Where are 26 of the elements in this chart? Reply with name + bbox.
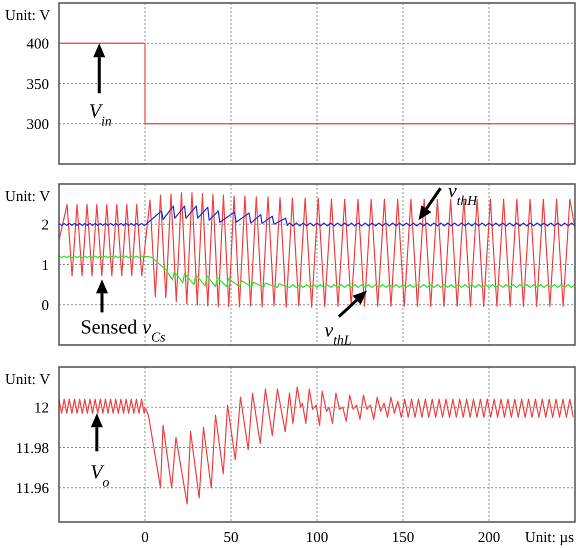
annotation: v$_{thL}$ bbox=[324, 320, 352, 348]
y-tick-label: 2 bbox=[42, 218, 49, 234]
x-tick-label: 100 bbox=[306, 530, 328, 546]
x-tick-label: 50 bbox=[224, 530, 238, 546]
y-tick-label: 0 bbox=[42, 298, 49, 314]
text: Unit: µs bbox=[524, 530, 574, 546]
text: Unit: V bbox=[5, 8, 50, 24]
line-series bbox=[58, 206, 576, 226]
x-tick-label: 200 bbox=[478, 530, 500, 546]
annotation: V$_{o}$ bbox=[90, 461, 110, 489]
annotation: V$_{in}$ bbox=[88, 100, 112, 128]
y-tick-label: 11.98 bbox=[16, 440, 49, 457]
text: Unit: V bbox=[5, 189, 50, 205]
x-tick-label: 150 bbox=[392, 530, 414, 546]
y-tick-label: 1 bbox=[42, 258, 49, 274]
annotation: Sensed v$_{Cs}$ bbox=[80, 316, 166, 344]
y-tick-label: 350 bbox=[26, 76, 49, 93]
line-series bbox=[58, 386, 574, 504]
line-series bbox=[58, 255, 576, 288]
x-tick-label: 0 bbox=[141, 530, 149, 546]
text: Unit: V bbox=[5, 372, 50, 388]
y-tick-label: 12 bbox=[34, 400, 49, 417]
y-tick-label: 400 bbox=[26, 36, 49, 52]
y-tick-label: 11.96 bbox=[16, 481, 50, 498]
y-tick-label: 300 bbox=[26, 117, 49, 133]
annotation: v$_{thH}$ bbox=[448, 180, 478, 208]
